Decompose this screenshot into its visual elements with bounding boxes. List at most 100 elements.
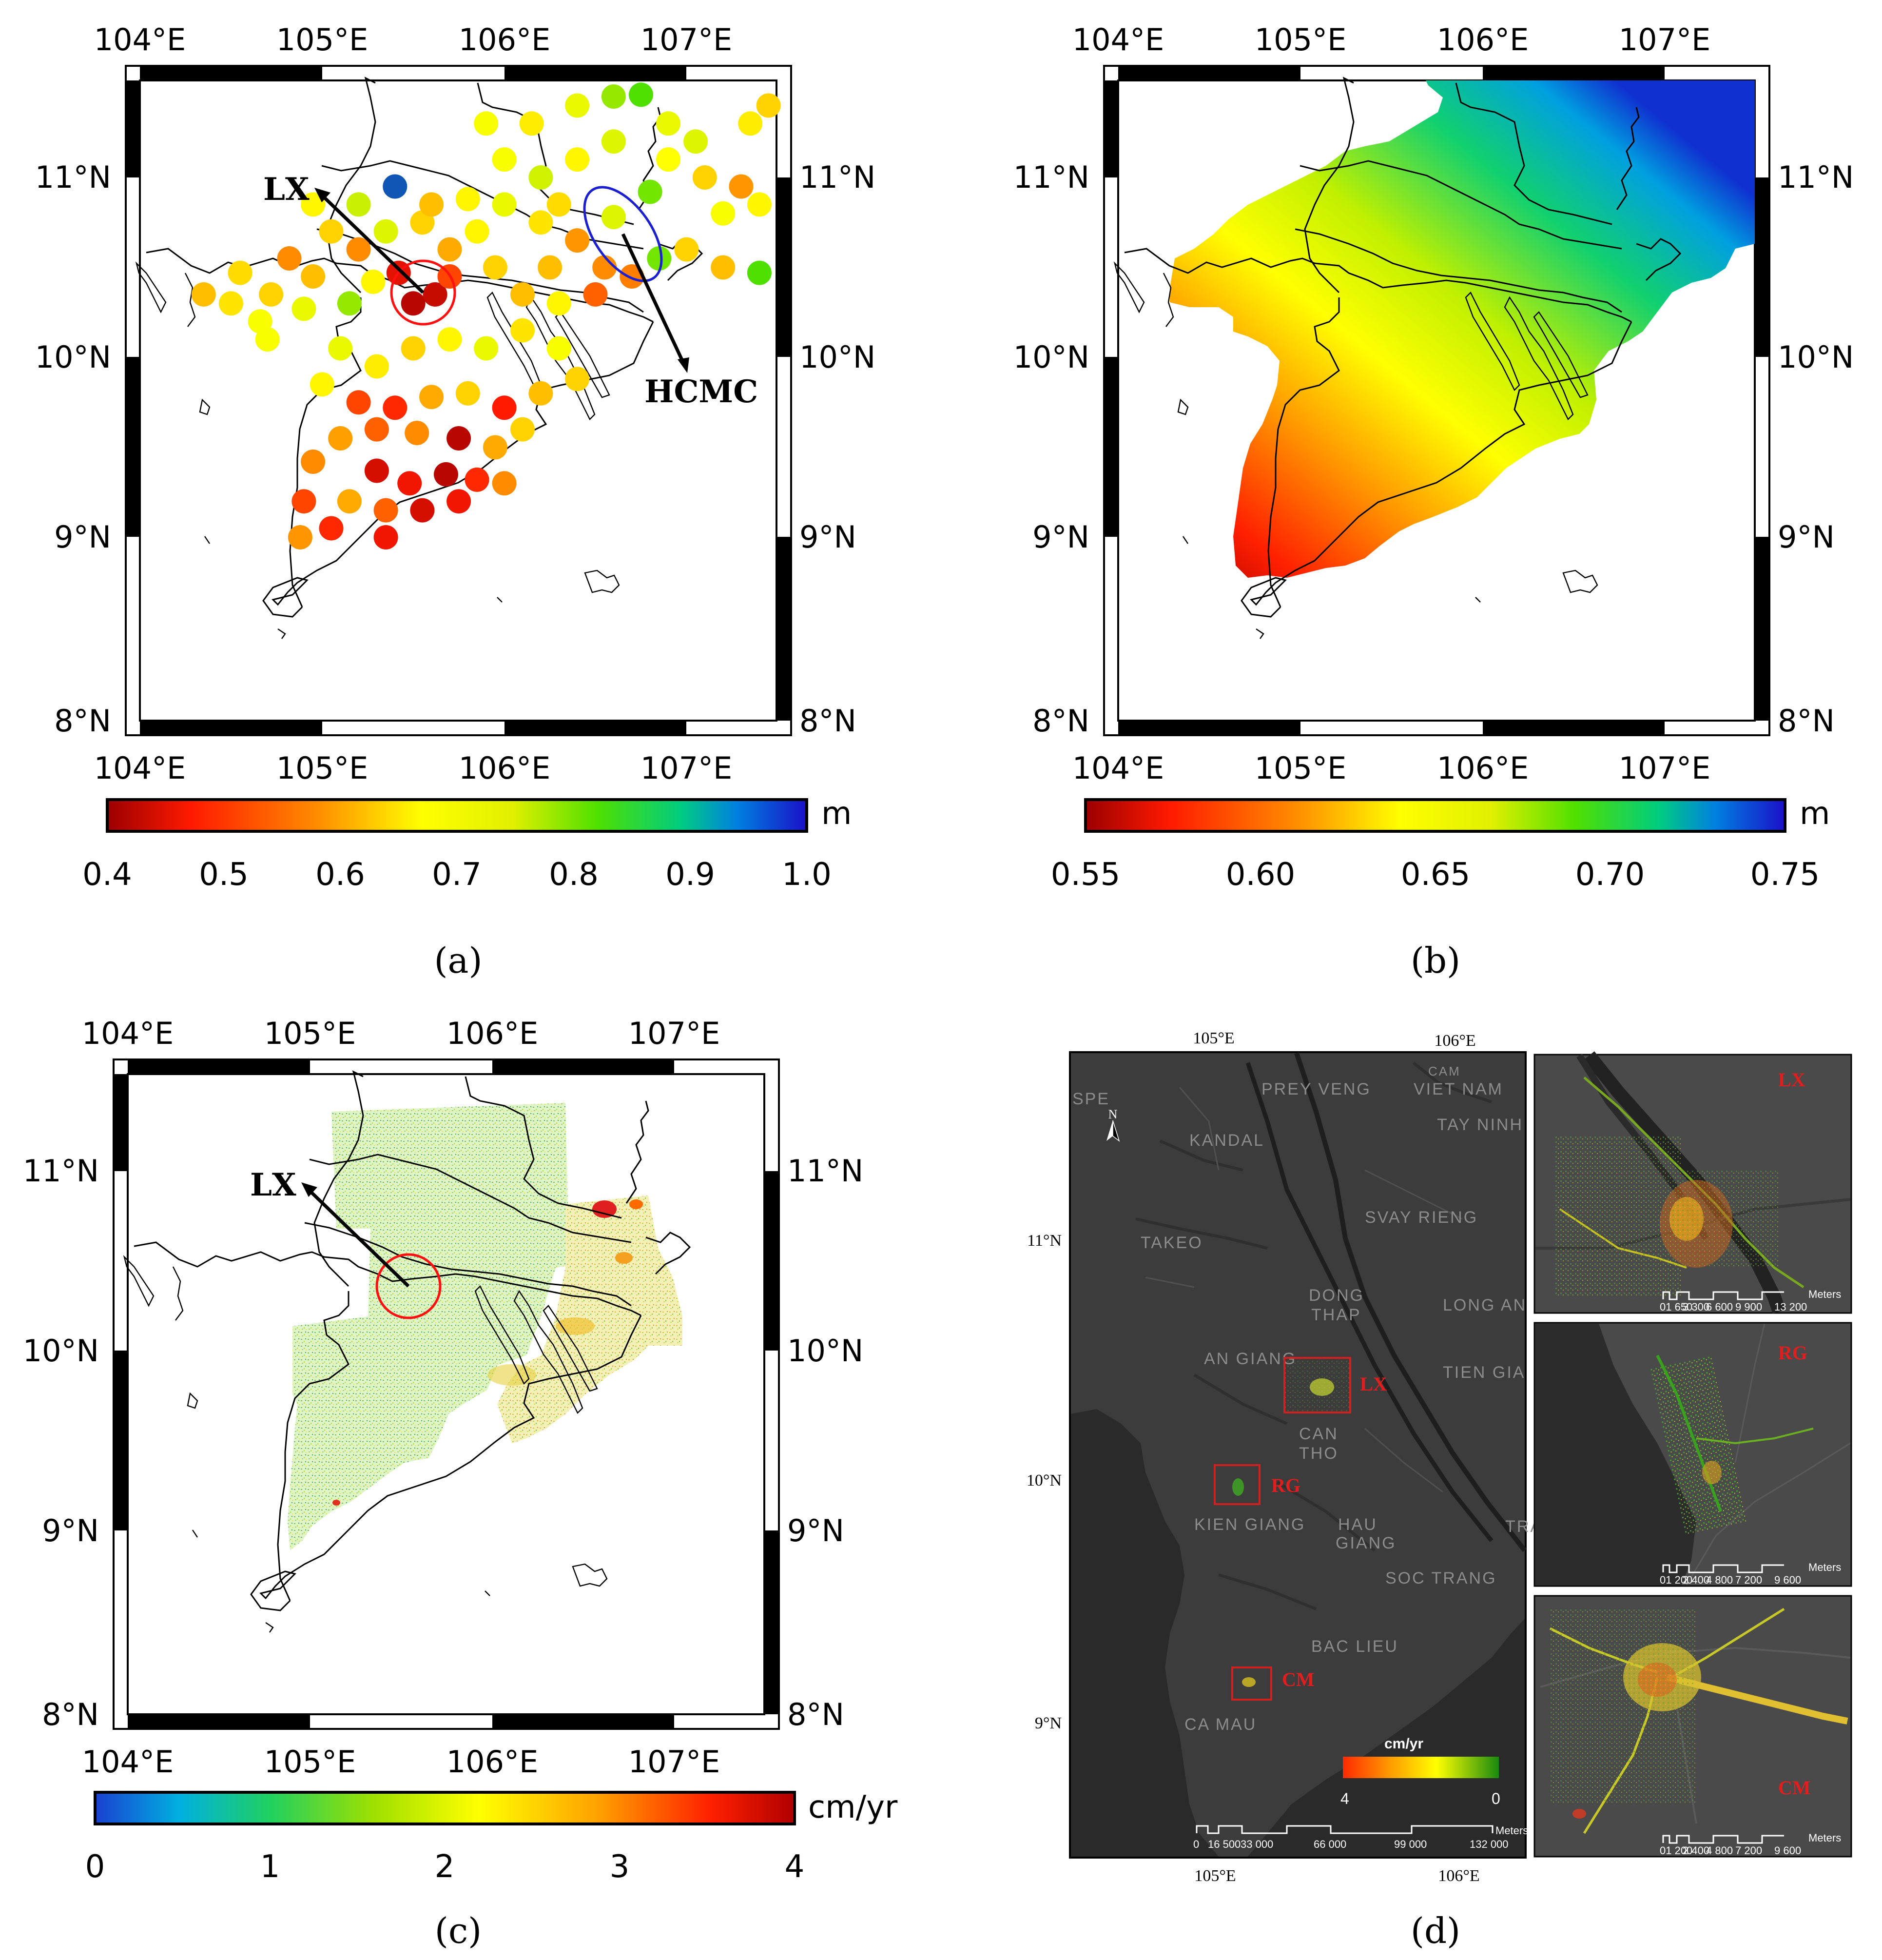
colorbar-tick: 0.65 <box>1401 857 1471 893</box>
station-point <box>328 336 353 361</box>
province-label: DONG <box>1309 1286 1364 1305</box>
lat-tick: 9°N <box>799 519 856 555</box>
station-point <box>288 525 312 549</box>
inset-scale-label: 9 600 <box>1774 1574 1801 1586</box>
province-label: THO <box>1299 1444 1339 1463</box>
station-point <box>346 237 371 262</box>
panel-d-scale-bar: 0 16 500 33 000 66 000 99 000 132 000 Me… <box>1193 1824 1528 1850</box>
station-point <box>455 187 480 212</box>
lat-tick: 8°N <box>799 703 856 739</box>
lon-tick: 105°E <box>264 1744 356 1780</box>
station-point <box>423 282 447 307</box>
lat-tick: 10°N <box>799 339 875 375</box>
inset-scale-label: 9 900 <box>1735 1301 1762 1313</box>
station-point <box>492 395 517 420</box>
panel-a-label-lx: LX <box>263 171 310 208</box>
station-point <box>419 385 444 410</box>
colorbar-tick: 0 <box>85 1849 105 1885</box>
inset-scale-label: 9 600 <box>1774 1844 1801 1857</box>
station-point <box>259 282 284 307</box>
inset-scale-label: 4 800 <box>1706 1574 1733 1586</box>
station-point <box>565 93 590 118</box>
legend-min: 4 <box>1340 1790 1349 1807</box>
province-label: SPE <box>1072 1090 1110 1108</box>
station-point <box>620 264 644 289</box>
north-label: N <box>1108 1107 1118 1121</box>
panel-a-frame <box>125 65 792 736</box>
province-label: CA MAU <box>1184 1715 1257 1734</box>
lon-label: 106°E <box>1438 1867 1479 1885</box>
panel-c-lat-ticks-left: 11°N 10°N 9°N 8°N <box>23 1153 99 1732</box>
panel-a-lon-ticks-top: 104°E 105°E 106°E 107°E <box>94 22 733 58</box>
station-point <box>337 291 362 316</box>
panel-d-legend: cm/yr 4 0 <box>1340 1736 1500 1807</box>
station-point <box>546 192 571 217</box>
lat-label: 10°N <box>1027 1471 1062 1490</box>
station-point <box>656 147 680 172</box>
station-point <box>729 174 754 199</box>
site-box-cm[interactable]: CM <box>1231 1666 1315 1701</box>
lat-tick: 9°N <box>42 1513 99 1548</box>
station-point <box>301 450 326 474</box>
station-point <box>601 84 626 109</box>
lon-tick: 104°E <box>82 1016 174 1051</box>
colorbar-tick: 0.5 <box>199 857 249 893</box>
lon-tick: 104°E <box>1072 22 1164 58</box>
station-point <box>405 421 429 445</box>
panel-c-circle-lx <box>375 1253 442 1319</box>
panel-b-lat-ticks-right: 11°N 10°N 9°N 8°N <box>1778 159 1854 739</box>
panel-c-lat-ticks-right: 11°N 10°N 9°N 8°N <box>787 1153 863 1732</box>
colorbar-tick: 0.8 <box>549 857 599 893</box>
panel-d: N SPE PREY VENG KANDAL VIET NAM CAM TAY … <box>1027 1029 1852 1951</box>
station-point <box>629 82 653 107</box>
colorbar-tick: 0.6 <box>315 857 365 893</box>
station-point <box>310 372 334 397</box>
station-point <box>492 147 517 172</box>
site-box-rg[interactable]: RG <box>1214 1464 1300 1505</box>
station-point <box>546 291 571 316</box>
lat-tick: 10°N <box>1013 339 1089 375</box>
lon-tick: 105°E <box>276 22 369 58</box>
station-point <box>328 426 353 451</box>
lon-label: 105°E <box>1193 1029 1234 1047</box>
province-label: GIANG <box>1336 1534 1397 1552</box>
station-point <box>519 111 544 136</box>
panel-a-lat-ticks-left: 11°N 10°N 9°N 8°N <box>35 159 111 739</box>
colorbar-tick: 3 <box>610 1849 630 1885</box>
site-label: LX <box>1360 1373 1387 1395</box>
panel-b-lon-ticks-top: 104°E 105°E 106°E 107°E <box>1072 22 1711 58</box>
lon-tick: 106°E <box>1437 750 1529 786</box>
station-point <box>546 336 571 361</box>
site-box-lx[interactable]: LX <box>1283 1357 1387 1413</box>
station-point <box>373 219 398 244</box>
lon-tick: 106°E <box>446 1744 539 1780</box>
colorbar-tick: 2 <box>435 1849 455 1885</box>
legend-max: 0 <box>1492 1790 1500 1807</box>
lat-tick: 11°N <box>23 1153 99 1189</box>
station-point <box>401 291 426 316</box>
station-point <box>465 219 489 244</box>
station-point <box>364 354 389 379</box>
inset-site-label: LX <box>1778 1069 1805 1091</box>
station-point <box>364 458 389 483</box>
inset-site-label: CM <box>1778 1777 1811 1799</box>
province-label: BAC LIEU <box>1311 1637 1398 1656</box>
station-point <box>601 205 626 230</box>
lat-tick: 9°N <box>787 1513 844 1548</box>
lon-tick: 107°E <box>1619 22 1711 58</box>
station-point <box>446 489 471 514</box>
inset-lx: LX 01 650 3 300 6 600 9 900 13 200 Meter… <box>1533 1051 1852 1314</box>
station-point <box>301 192 326 217</box>
station-point <box>711 255 736 280</box>
panel-d-main-map: N SPE PREY VENG KANDAL VIET NAM CAM TAY … <box>1069 1051 1541 1859</box>
lat-label: 9°N <box>1035 1714 1062 1732</box>
station-point <box>601 129 626 154</box>
province-label: TAY NINH <box>1437 1116 1523 1134</box>
inset-scale-label: 01 650 <box>1660 1301 1692 1313</box>
panel-c-label-lx: LX <box>250 1167 296 1203</box>
colorbar-tick: 1 <box>260 1849 280 1885</box>
station-point <box>656 111 680 136</box>
lon-tick: 105°E <box>264 1016 356 1051</box>
station-point <box>383 174 407 199</box>
site-label: CM <box>1282 1668 1315 1690</box>
